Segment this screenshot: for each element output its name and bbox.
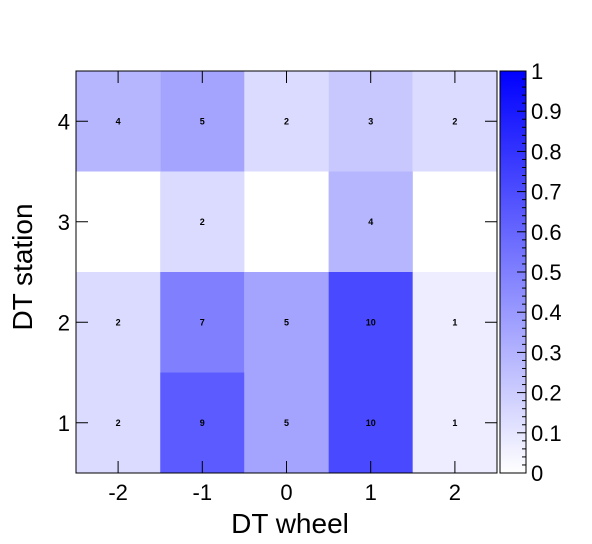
- heatmap-cell: [160, 171, 245, 272]
- colorbar-tick-label: 0.3: [531, 340, 562, 365]
- heatmap-cell: [328, 272, 413, 373]
- cell-value-label: 5: [284, 317, 289, 327]
- cell-value-label: 2: [284, 116, 289, 126]
- cell-value-label: 4: [368, 217, 373, 227]
- cell-value-label: 2: [116, 317, 121, 327]
- cell-value-label: 2: [452, 116, 457, 126]
- x-tick-label: 0: [280, 480, 292, 505]
- cell-value-label: 3: [368, 116, 373, 126]
- colorbar-tick-label: 0.7: [531, 180, 562, 205]
- cell-value-label: 1: [452, 317, 457, 327]
- y-tick-label: 3: [58, 210, 70, 235]
- y-tick-label: 4: [58, 109, 70, 134]
- heatmap-cell: [76, 272, 161, 373]
- heatmap-cell: [412, 272, 497, 373]
- cell-value-label: 2: [116, 418, 121, 428]
- cell-value-label: 5: [284, 418, 289, 428]
- heatmap-cell: [412, 71, 497, 172]
- x-tick-label: -1: [193, 480, 213, 505]
- cell-value-label: 10: [366, 317, 376, 327]
- heatmap-cell: [76, 372, 161, 473]
- x-axis-title: DT wheel: [231, 508, 349, 539]
- colorbar-tick-label: 0.8: [531, 139, 562, 164]
- heatmap-cells: 2 9 5 10 1 2 7 5 10 1 2 4 4 5 2 3 2: [76, 71, 497, 473]
- colorbar-tick-label: 0.5: [531, 260, 562, 285]
- heatmap-cell: [244, 272, 329, 373]
- x-tick-label: 2: [449, 480, 461, 505]
- cell-value-label: 9: [200, 418, 205, 428]
- heatmap-cell: [76, 71, 161, 172]
- heatmap-cell: [328, 372, 413, 473]
- cell-value-label: 5: [200, 116, 205, 126]
- colorbar-tick-label: 0.9: [531, 99, 562, 124]
- cell-value-label: 4: [116, 116, 121, 126]
- heatmap-cell: [160, 71, 245, 172]
- colorbar-tick-label: 0.1: [531, 421, 562, 446]
- heatmap-cell: [412, 372, 497, 473]
- cell-value-label: 2: [200, 217, 205, 227]
- y-tick-label: 1: [58, 411, 70, 436]
- x-tick-label: 1: [365, 480, 377, 505]
- heatmap-cell: [244, 372, 329, 473]
- colorbar-tick-label: 0.4: [531, 300, 562, 325]
- y-tick-label: 2: [58, 310, 70, 335]
- colorbar-tick-label: 0.6: [531, 220, 562, 245]
- heatmap-cell: [160, 272, 245, 373]
- y-axis-title: DT station: [7, 203, 38, 330]
- cell-value-label: 10: [366, 418, 376, 428]
- heatmap-cell: [328, 71, 413, 172]
- cell-value-label: 7: [200, 317, 205, 327]
- colorbar-tick-label: 0: [531, 461, 543, 486]
- cell-value-label: 1: [452, 418, 457, 428]
- heatmap-cell: [244, 71, 329, 172]
- colorbar-tick-label: 0.2: [531, 381, 562, 406]
- x-tick-label: -2: [108, 480, 128, 505]
- heatmap-cell: [328, 171, 413, 272]
- heatmap-cell: [160, 372, 245, 473]
- colorbar-tick-label: 1: [531, 59, 543, 84]
